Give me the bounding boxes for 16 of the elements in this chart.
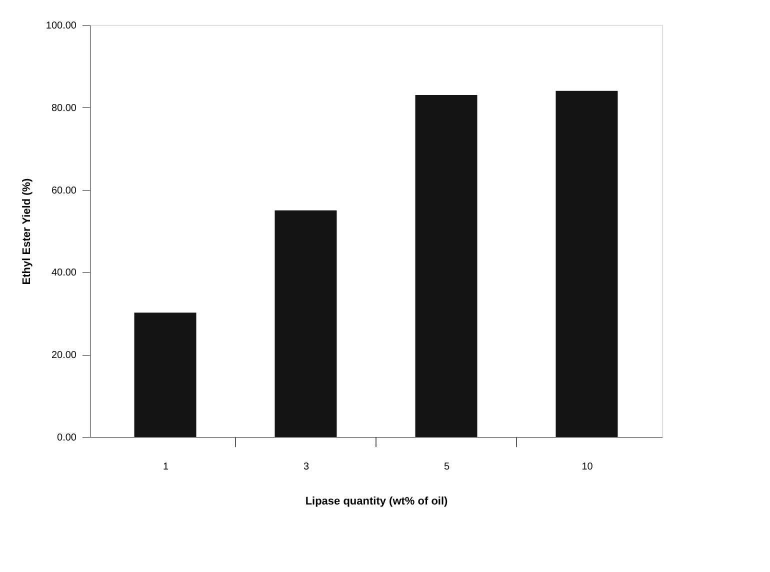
x-axis-title: Lipase quantity (wt% of oil)	[305, 496, 448, 508]
y-tick-label: 100.00	[46, 20, 77, 32]
bar	[134, 312, 196, 437]
bar	[415, 95, 478, 437]
y-tick-label: 20.00	[51, 350, 77, 362]
x-tick-label: 1	[162, 462, 169, 472]
y-tick-label: 80.00	[51, 102, 77, 114]
bar	[274, 210, 337, 437]
y-tick-label: 40.00	[51, 268, 77, 279]
y-tick-label: 0.00	[57, 432, 77, 444]
x-tick-label: 5	[444, 462, 450, 472]
y-axis-title: Ethyl Ester Yield (%)	[20, 178, 33, 285]
x-tick-label: 3	[303, 462, 310, 472]
bar	[556, 90, 618, 437]
x-tick-label: 10	[582, 462, 594, 472]
y-tick-label: 60.00	[51, 185, 77, 196]
